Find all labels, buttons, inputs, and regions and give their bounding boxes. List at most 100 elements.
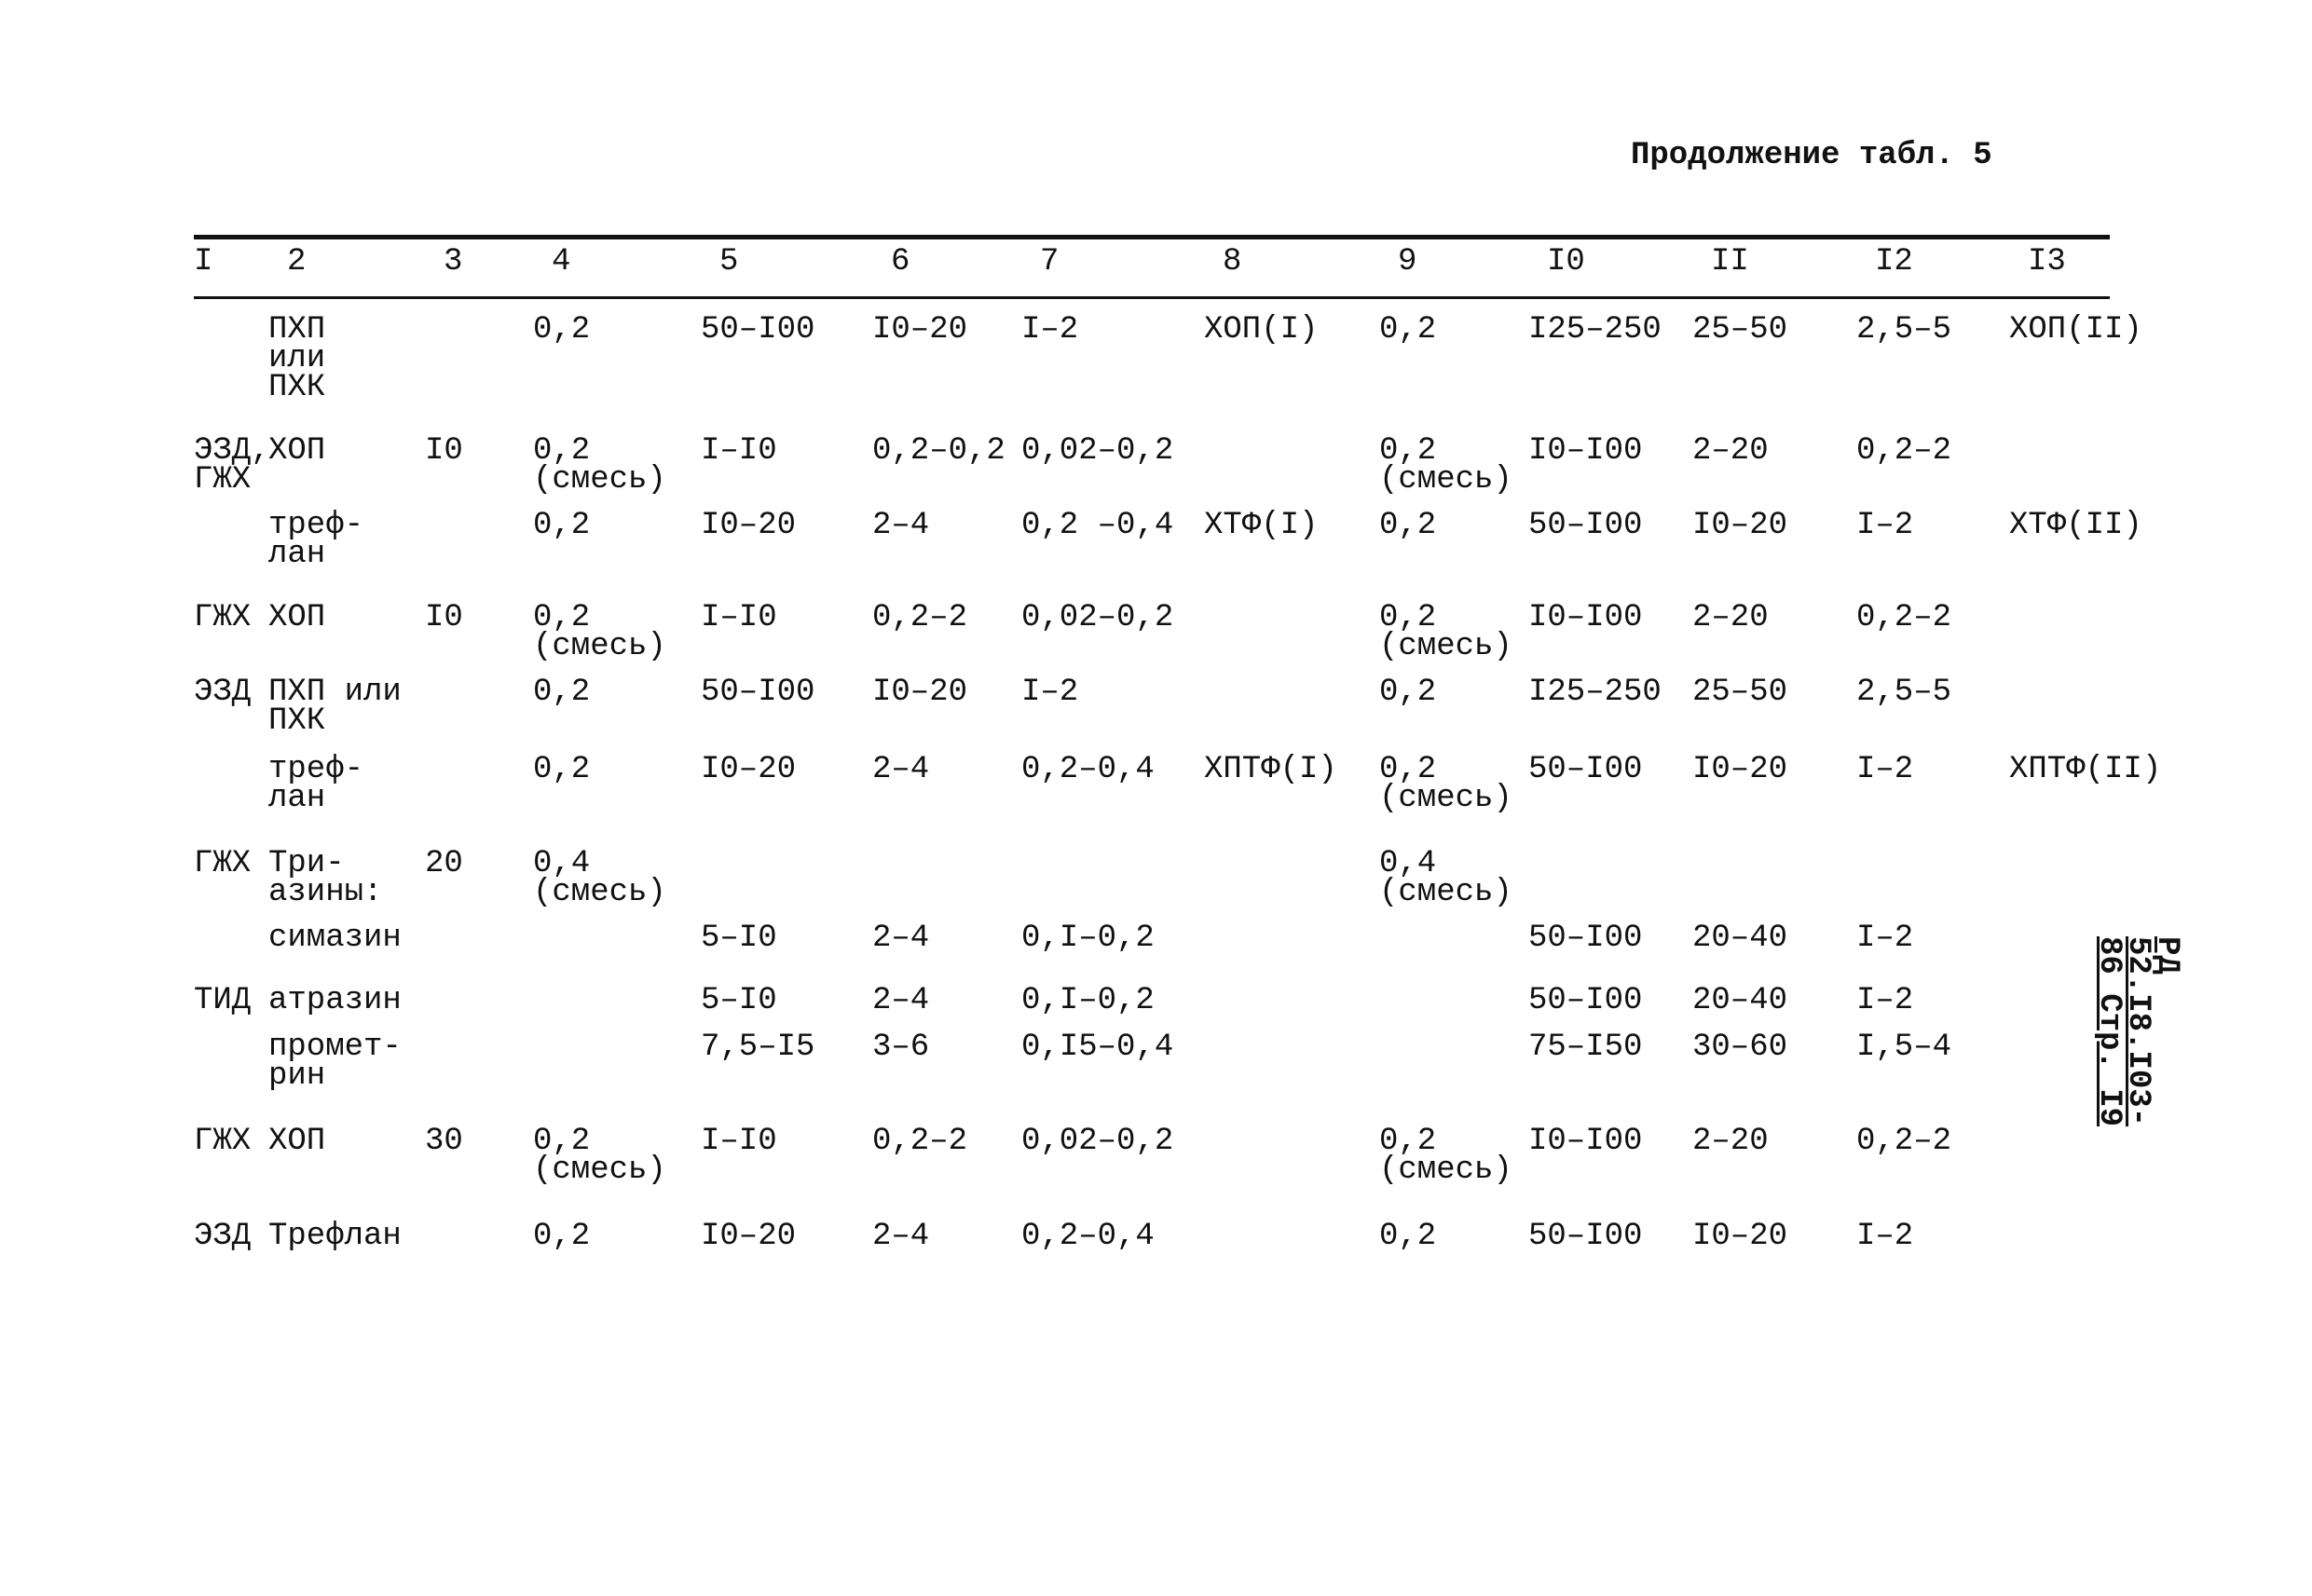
table-cell: 20–40: [1692, 983, 1788, 1018]
table-cell: Три- азины:: [268, 846, 383, 910]
table-cell: I–I0: [701, 433, 777, 469]
table-cell: 50–I00: [1528, 1219, 1643, 1254]
table-cell: I25–250: [1528, 675, 1662, 710]
table-cell: 0,02–0,2: [1021, 1124, 1174, 1159]
table-cell: 50–I00: [1528, 921, 1643, 956]
table-caption: Продолжение табл. 5: [1631, 138, 1992, 173]
table-cell: 0,2: [533, 675, 591, 710]
table-cell: 50–I00: [701, 675, 815, 710]
table-cell: 50–I00: [701, 312, 815, 348]
table-cell: ЭЗД, ГЖХ: [194, 433, 270, 498]
table-cell: 0,4 (смесь): [533, 846, 666, 910]
table-cell: 0,2 (смесь): [533, 1124, 666, 1188]
table-cell: I0–I00: [1528, 433, 1643, 469]
table-cell: ХОП: [268, 600, 326, 635]
table-cell: треф- лан: [268, 752, 364, 816]
table-cell: 25–50: [1692, 312, 1788, 348]
table-cell: 0,02–0,2: [1021, 433, 1174, 469]
table-cell: I–2: [1856, 1219, 1914, 1254]
table-cell: I25–250: [1528, 312, 1662, 348]
table-cell: I–2: [1856, 983, 1914, 1018]
table-cell: 3–6: [872, 1030, 930, 1065]
table-cell: Трефлан: [268, 1219, 402, 1254]
table-cell: 0,02–0,2: [1021, 600, 1174, 635]
table-cell: 75–I50: [1528, 1030, 1643, 1065]
table-cell: 20–40: [1692, 921, 1788, 956]
column-header: 3: [444, 244, 463, 280]
table-cell: I0–I00: [1528, 1124, 1643, 1159]
table-cell: 20: [425, 846, 463, 881]
table-cell: I0–20: [701, 1219, 797, 1254]
column-header: 7: [1040, 244, 1060, 280]
table-cell: I0–20: [701, 752, 797, 787]
table-cell: 2–4: [872, 1219, 930, 1254]
table-cell: 0,2: [533, 1219, 591, 1254]
table-cell: 2–4: [872, 983, 930, 1018]
table-cell: 0,2: [533, 508, 591, 543]
table-cell: I0–20: [701, 508, 797, 543]
table-cell: ГЖХ: [194, 846, 252, 881]
table-cell: 2,5–5: [1856, 312, 1952, 348]
table-cell: 0,2–2: [1856, 600, 1952, 635]
table-cell: 30–60: [1692, 1030, 1788, 1065]
table-cell: 0,2 (смесь): [1379, 600, 1512, 664]
table-cell: треф- лан: [268, 508, 364, 572]
table-cell: ХОП(I): [1204, 312, 1319, 348]
side-note: РД 52.I8.I03-86 Стр. I9: [2091, 936, 2184, 1127]
table-cell: ГЖХ: [194, 600, 252, 635]
table-cell: 2–4: [872, 921, 930, 956]
table-cell: 2–4: [872, 508, 930, 543]
table-cell: 0,2: [533, 312, 591, 348]
column-header: I: [194, 244, 213, 280]
table-cell: I–2: [1021, 675, 1079, 710]
table-cell: 0,2 (смесь): [533, 433, 666, 498]
table-cell: 2–20: [1692, 433, 1769, 469]
table-cell: 50–I00: [1528, 983, 1643, 1018]
column-header: 4: [552, 244, 571, 280]
table-cell: 0,2 (смесь): [533, 600, 666, 664]
table-cell: ХОП(II): [2009, 312, 2142, 348]
table-cell: I0: [425, 433, 463, 469]
table-cell: I–I0: [701, 1124, 777, 1159]
table-cell: ХТФ(I): [1204, 508, 1319, 543]
table-cell: ЭЗД: [194, 1219, 252, 1254]
table-cell: 5–I0: [701, 921, 777, 956]
table-cell: 0,2: [533, 752, 591, 787]
table-cell: I0–20: [872, 312, 968, 348]
table-cell: 0,2: [1379, 312, 1437, 348]
table-cell: симазин: [268, 921, 402, 956]
table-cell: I–2: [1856, 921, 1914, 956]
table-cell: I,5–4: [1856, 1030, 1952, 1065]
table-cell: 0,2 (смесь): [1379, 752, 1512, 816]
table-cell: 2–20: [1692, 1124, 1769, 1159]
table-cell: ХОП: [268, 433, 326, 469]
table-cell: 0,2–0,2: [872, 433, 1006, 469]
table-cell: I0–20: [872, 675, 968, 710]
column-header: II: [1711, 244, 1749, 280]
table-cell: ЭЗД: [194, 675, 252, 710]
table-cell: I0: [425, 600, 463, 635]
table-cell: 0,I–0,2: [1021, 983, 1155, 1018]
column-header: 9: [1398, 244, 1417, 280]
column-header: I0: [1547, 244, 1585, 280]
column-header: 8: [1223, 244, 1242, 280]
table-cell: 7,5–I5: [701, 1030, 815, 1065]
table-cell: 2–20: [1692, 600, 1769, 635]
table-cell: ПХП или ПХК: [268, 312, 326, 405]
table-cell: ХПТФ(II): [2009, 752, 2162, 787]
table-cell: 30: [425, 1124, 463, 1159]
table-cell: 2,5–5: [1856, 675, 1952, 710]
table-cell: 0,2 (смесь): [1379, 433, 1512, 498]
table-cell: I0–20: [1692, 1219, 1788, 1254]
column-header: I2: [1875, 244, 1913, 280]
table-cell: 0,2: [1379, 675, 1437, 710]
table-cell: I–2: [1856, 752, 1914, 787]
table-cell: 0,2–0,4: [1021, 752, 1155, 787]
table-cell: ХОП: [268, 1124, 326, 1159]
header-rule: [194, 296, 2110, 299]
table-cell: ХТФ(II): [2009, 508, 2142, 543]
table-cell: I–I0: [701, 600, 777, 635]
table-cell: ХПТФ(I): [1204, 752, 1337, 787]
column-header: 5: [719, 244, 739, 280]
